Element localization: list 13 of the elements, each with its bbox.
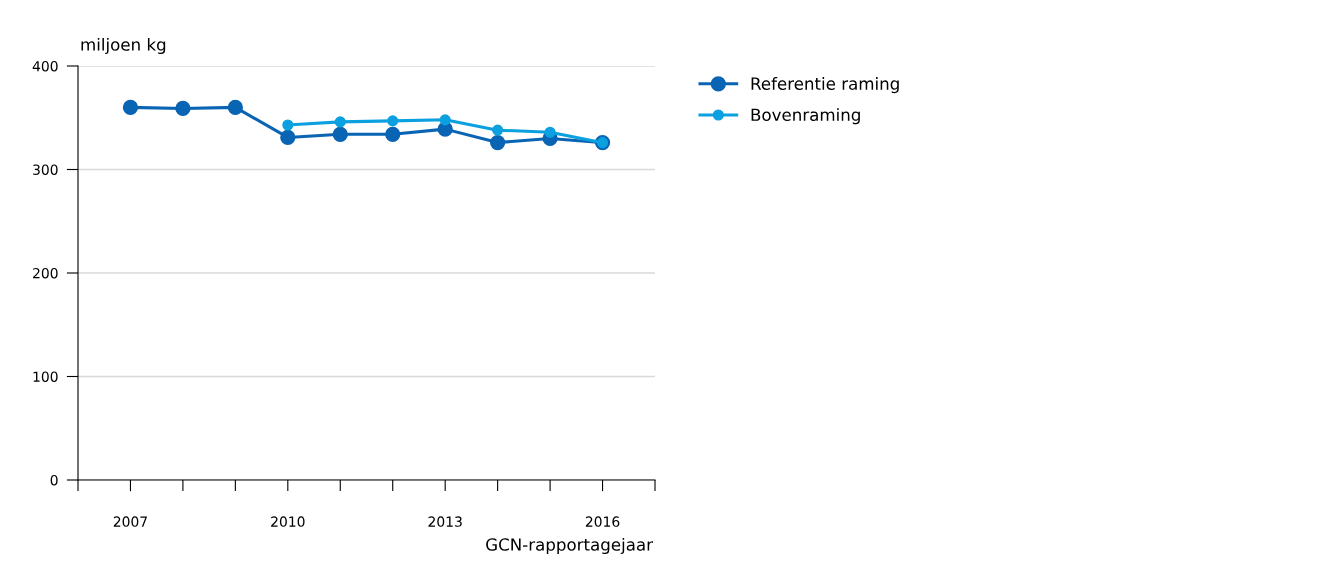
y-tick-label: 300 bbox=[33, 164, 58, 175]
x-axis-title: GCN-rapportagejaar bbox=[486, 537, 653, 555]
legend-label: Referentie raming bbox=[751, 77, 899, 94]
y-tick-label: 0 bbox=[50, 474, 58, 486]
legend-label: Bovenraming bbox=[751, 108, 860, 125]
x-tick-label: 2010 bbox=[271, 516, 305, 527]
x-tick-label: 2013 bbox=[428, 516, 462, 527]
y-tick-label: 200 bbox=[33, 267, 58, 279]
x-tick-label: 2007 bbox=[113, 516, 147, 527]
y-axis-title: miljoen kg bbox=[81, 37, 166, 55]
y-tick-label: 400 bbox=[32, 60, 58, 72]
x-tick-label: 2016 bbox=[585, 516, 620, 527]
y-tick-label: 100 bbox=[33, 371, 58, 382]
